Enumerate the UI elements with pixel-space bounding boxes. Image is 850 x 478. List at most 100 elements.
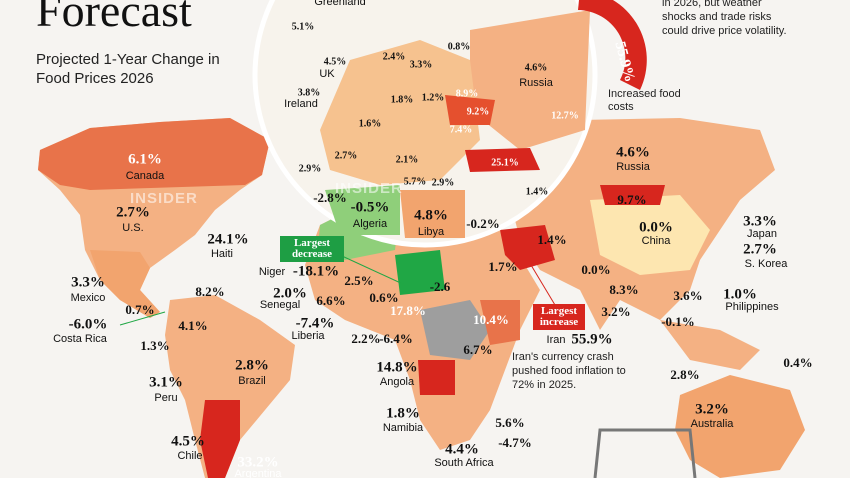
- south-america: [165, 295, 295, 478]
- country-name: Peru: [154, 392, 178, 404]
- canada: [38, 118, 270, 190]
- mexico: [90, 250, 160, 318]
- region-value: 2.9%: [431, 177, 455, 189]
- subtitle: Projected 1-Year Change in Food Prices 2…: [36, 51, 220, 87]
- mongolia: [600, 185, 665, 205]
- country-value: 2.5%: [344, 273, 374, 288]
- connector: [119, 311, 166, 326]
- country-value: 1.4%: [537, 232, 567, 247]
- country-name: Costa Rica: [53, 333, 107, 345]
- region-value: 3.3%: [409, 59, 433, 71]
- region-name: Greenland: [314, 0, 366, 8]
- region-value: 1.6%: [358, 118, 382, 130]
- country-value: -7.4%: [295, 315, 335, 332]
- region-name: UK: [319, 68, 335, 80]
- iran-note: Iran's currency crash pushed food inflat…: [512, 351, 626, 391]
- swing: [593, 428, 697, 478]
- country-name: U.S.: [122, 222, 144, 234]
- inset-turkey: [465, 148, 540, 172]
- country-value: 4.6%: [616, 144, 650, 161]
- country-value: 6.6%: [316, 293, 346, 308]
- callout-decrease: Largest decrease: [280, 236, 344, 262]
- country-value: 6.1%: [128, 151, 162, 168]
- country-value: -4.7%: [498, 435, 532, 450]
- australia: [675, 375, 805, 478]
- country-name: Mexico: [70, 292, 106, 304]
- region-value: 0.8%: [447, 41, 471, 53]
- country-value: 0.6%: [369, 290, 399, 305]
- country-value: 33.2%: [237, 454, 279, 471]
- country-value: -6.0%: [68, 316, 108, 333]
- east-africa: [480, 300, 520, 345]
- country-value: 1.3%: [140, 338, 170, 353]
- country-name: Iran: [546, 334, 566, 346]
- country-value: -6.4%: [379, 331, 413, 346]
- region-name: Ireland: [284, 98, 318, 110]
- region-value: 8.9%: [455, 88, 479, 100]
- country-name: South Africa: [434, 457, 494, 469]
- country-value: 9.7%: [617, 192, 647, 207]
- inset-ukraine: [445, 95, 495, 125]
- africa: [305, 198, 540, 450]
- region-value: 7.4%: [449, 124, 473, 136]
- china: [590, 195, 710, 275]
- country-name: Japan: [747, 228, 777, 240]
- country-value: 8.2%: [195, 284, 225, 299]
- southeast-asia: [660, 320, 760, 370]
- country-name: Liberia: [291, 330, 325, 342]
- region-value: 4.5%: [323, 56, 347, 68]
- region-value: 9.2%: [466, 106, 490, 118]
- country-name: Philippines: [725, 301, 779, 313]
- country-value: 4.8%: [414, 207, 448, 224]
- watermark: INSIDER: [335, 180, 403, 197]
- country-value: -0.1%: [661, 314, 695, 329]
- country-value: 3.2%: [601, 304, 631, 319]
- country-name: China: [641, 235, 671, 247]
- country-value: 3.3%: [71, 274, 105, 291]
- country-value: 3.6%: [673, 288, 703, 303]
- country-value: 0.0%: [639, 219, 673, 236]
- country-name: Angola: [379, 376, 415, 388]
- inset-north-africa: [325, 185, 400, 235]
- country-value: 8.3%: [609, 282, 639, 297]
- country-value: 2.0%: [273, 285, 307, 302]
- country-name: Brazil: [238, 375, 266, 387]
- region-value: 2.9%: [298, 163, 322, 175]
- country-value: 1.7%: [488, 259, 518, 274]
- argentina: [200, 400, 240, 478]
- region-value: 4.6%: [524, 62, 548, 74]
- country-value: 1.0%: [723, 286, 757, 303]
- country-value: 6.7%: [463, 342, 493, 357]
- country-value: -0.2%: [466, 216, 500, 231]
- country-value: 0.0%: [581, 262, 611, 277]
- congo-region: [420, 300, 490, 360]
- country-value: 55.9%: [571, 331, 613, 348]
- country-name: Russia: [616, 161, 650, 173]
- country-name: Chile: [177, 450, 203, 462]
- region-value: 2.7%: [334, 150, 358, 162]
- region-value: 2.1%: [395, 154, 419, 166]
- gauge-arc: [578, 0, 647, 90]
- country-value: 3.1%: [149, 374, 183, 391]
- inset-russia: [470, 10, 590, 150]
- title: Forecast: [36, 0, 192, 36]
- country-value: 0.7%: [125, 302, 155, 317]
- gauge-caption: Increased food costs: [608, 88, 681, 113]
- country-value: 24.1%: [207, 231, 249, 248]
- callout-increase: Largest increase: [533, 304, 585, 330]
- country-value: 3.3%: [743, 213, 777, 230]
- connector: [524, 254, 556, 306]
- region-value: 12.7%: [551, 110, 579, 122]
- country-value: 17.8%: [390, 303, 426, 318]
- region-name: Russia: [519, 77, 553, 89]
- region-value: 5.1%: [291, 21, 315, 33]
- connector: [341, 255, 406, 286]
- country-value: 4.4%: [445, 441, 479, 458]
- note-line: in 2026, but weather: [662, 0, 762, 9]
- note-line: could drive price volatility.: [662, 25, 787, 37]
- country-name: Canada: [125, 170, 165, 182]
- country-value: -2.8%: [313, 190, 347, 205]
- country-value: 2.8%: [235, 357, 269, 374]
